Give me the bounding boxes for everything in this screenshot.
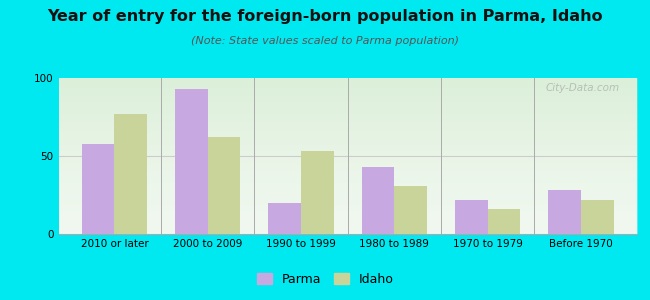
Bar: [114, 114, 147, 234]
Bar: [581, 200, 614, 234]
Bar: [488, 209, 521, 234]
Legend: Parma, Idaho: Parma, Idaho: [252, 268, 398, 291]
Bar: [395, 186, 427, 234]
Bar: [268, 203, 301, 234]
Bar: [82, 143, 114, 234]
Bar: [208, 137, 240, 234]
Text: Year of entry for the foreign-born population in Parma, Idaho: Year of entry for the foreign-born popul…: [47, 9, 603, 24]
Bar: [301, 151, 333, 234]
Bar: [455, 200, 488, 234]
Bar: [362, 167, 395, 234]
Text: (Note: State values scaled to Parma population): (Note: State values scaled to Parma popu…: [191, 36, 459, 46]
Text: City-Data.com: City-Data.com: [545, 83, 619, 93]
Bar: [549, 190, 581, 234]
Bar: [175, 89, 208, 234]
